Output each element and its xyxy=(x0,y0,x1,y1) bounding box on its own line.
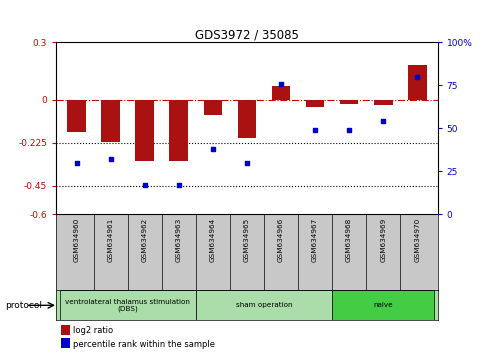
Text: GSM634962: GSM634962 xyxy=(142,218,147,262)
Bar xyxy=(373,100,392,105)
Text: GSM634970: GSM634970 xyxy=(413,218,419,262)
Point xyxy=(175,182,183,188)
Point xyxy=(243,160,250,166)
Point xyxy=(277,81,285,86)
Text: GSM634964: GSM634964 xyxy=(209,218,215,262)
Text: log2 ratio: log2 ratio xyxy=(73,326,113,336)
Text: GSM634967: GSM634967 xyxy=(311,218,317,262)
Text: GSM634969: GSM634969 xyxy=(379,218,386,262)
Point xyxy=(379,119,386,124)
Text: GSM634966: GSM634966 xyxy=(278,218,284,262)
Bar xyxy=(67,100,86,132)
Point xyxy=(141,182,148,188)
Bar xyxy=(196,290,331,320)
Bar xyxy=(237,100,256,138)
Point xyxy=(412,74,420,80)
Text: naive: naive xyxy=(373,302,392,308)
Text: GSM634968: GSM634968 xyxy=(346,218,351,262)
Point xyxy=(208,146,216,152)
Text: percentile rank within the sample: percentile rank within the sample xyxy=(73,339,214,349)
Bar xyxy=(101,100,120,142)
Bar xyxy=(169,100,188,161)
Text: GSM634960: GSM634960 xyxy=(74,218,80,262)
Text: protocol: protocol xyxy=(5,301,42,310)
Text: GSM634965: GSM634965 xyxy=(244,218,249,262)
Bar xyxy=(135,100,154,161)
Text: ventrolateral thalamus stimulation
(DBS): ventrolateral thalamus stimulation (DBS) xyxy=(65,298,190,312)
Bar xyxy=(271,86,290,100)
Point xyxy=(106,156,114,162)
Bar xyxy=(331,290,433,320)
Bar xyxy=(60,290,196,320)
Bar xyxy=(305,100,324,107)
Point xyxy=(345,127,352,133)
Title: GDS3972 / 35085: GDS3972 / 35085 xyxy=(195,28,298,41)
Text: GSM634961: GSM634961 xyxy=(107,218,114,262)
Point xyxy=(73,160,81,166)
Text: sham operation: sham operation xyxy=(235,302,292,308)
Bar xyxy=(203,100,222,115)
Bar xyxy=(407,65,426,100)
Text: GSM634963: GSM634963 xyxy=(176,218,182,262)
Bar xyxy=(339,100,358,103)
Point xyxy=(310,127,318,133)
